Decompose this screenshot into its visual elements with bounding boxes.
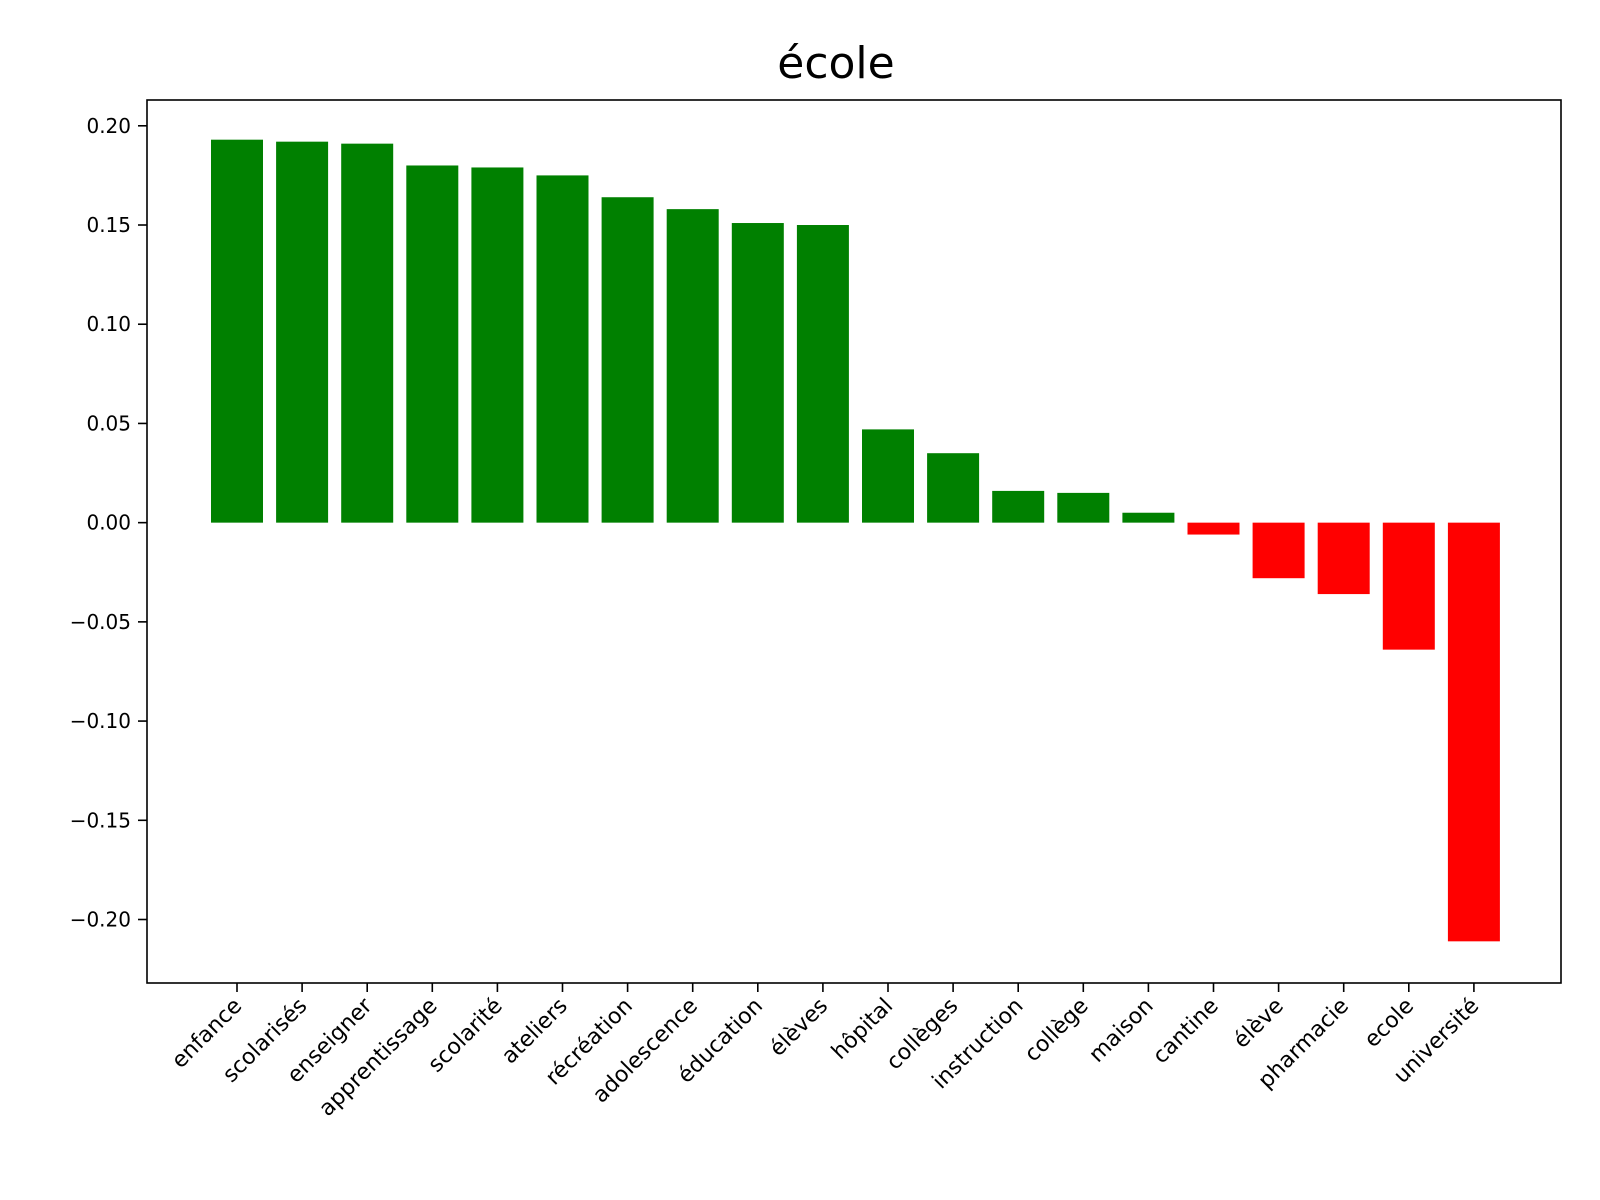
bar-2 (341, 143, 394, 523)
x-tick-label: élèves (765, 994, 833, 1062)
plot-frame (146, 99, 1562, 984)
y-tick-label: −0.05 (70, 610, 131, 634)
bar-16 (1252, 522, 1305, 579)
bar-10 (862, 429, 914, 523)
x-tick-label: collège (1020, 994, 1093, 1067)
bar-1 (276, 141, 329, 523)
bar-7 (666, 209, 719, 523)
bar-17 (1317, 522, 1370, 595)
y-tick-label: 0.00 (86, 511, 131, 535)
bar-15 (1187, 522, 1240, 535)
y-tick-label: 0.10 (86, 312, 131, 336)
bar-13 (1057, 492, 1110, 523)
x-tick-label: ecole (1360, 994, 1419, 1053)
x-tick-label: maison (1084, 994, 1158, 1068)
bar-5 (536, 175, 589, 523)
chart-title: école (777, 38, 894, 89)
bar-19 (1447, 522, 1500, 942)
y-tick-label: 0.05 (86, 411, 131, 435)
y-tick-label: −0.10 (70, 709, 131, 733)
bar-9 (796, 225, 849, 523)
bar-3 (406, 165, 459, 523)
bars-group (211, 139, 1500, 942)
y-axis: 0.20 0.15 0.10 0.05 0.00 −0.05 −0.10 −0.15 −0.20 (70, 114, 147, 932)
bar-18 (1382, 522, 1435, 650)
y-tick-label: −0.15 (70, 808, 131, 832)
y-tick-label: 0.15 (86, 213, 131, 237)
bar-6 (601, 197, 654, 523)
bar-8 (731, 223, 784, 523)
y-tick-label: 0.20 (86, 114, 131, 138)
x-axis: enfancescolarisésenseignerapprentissages… (167, 983, 1484, 1122)
x-tick-label: élève (1229, 994, 1289, 1054)
x-tick-label: cantine (1148, 994, 1223, 1069)
bar-14 (1122, 512, 1175, 523)
y-tick-label: −0.20 (70, 908, 131, 932)
bar-11 (927, 453, 980, 523)
x-tick-label: apprentissage (314, 994, 442, 1122)
bar-4 (471, 167, 524, 523)
bar-12 (992, 490, 1045, 523)
bar-0 (211, 139, 263, 523)
